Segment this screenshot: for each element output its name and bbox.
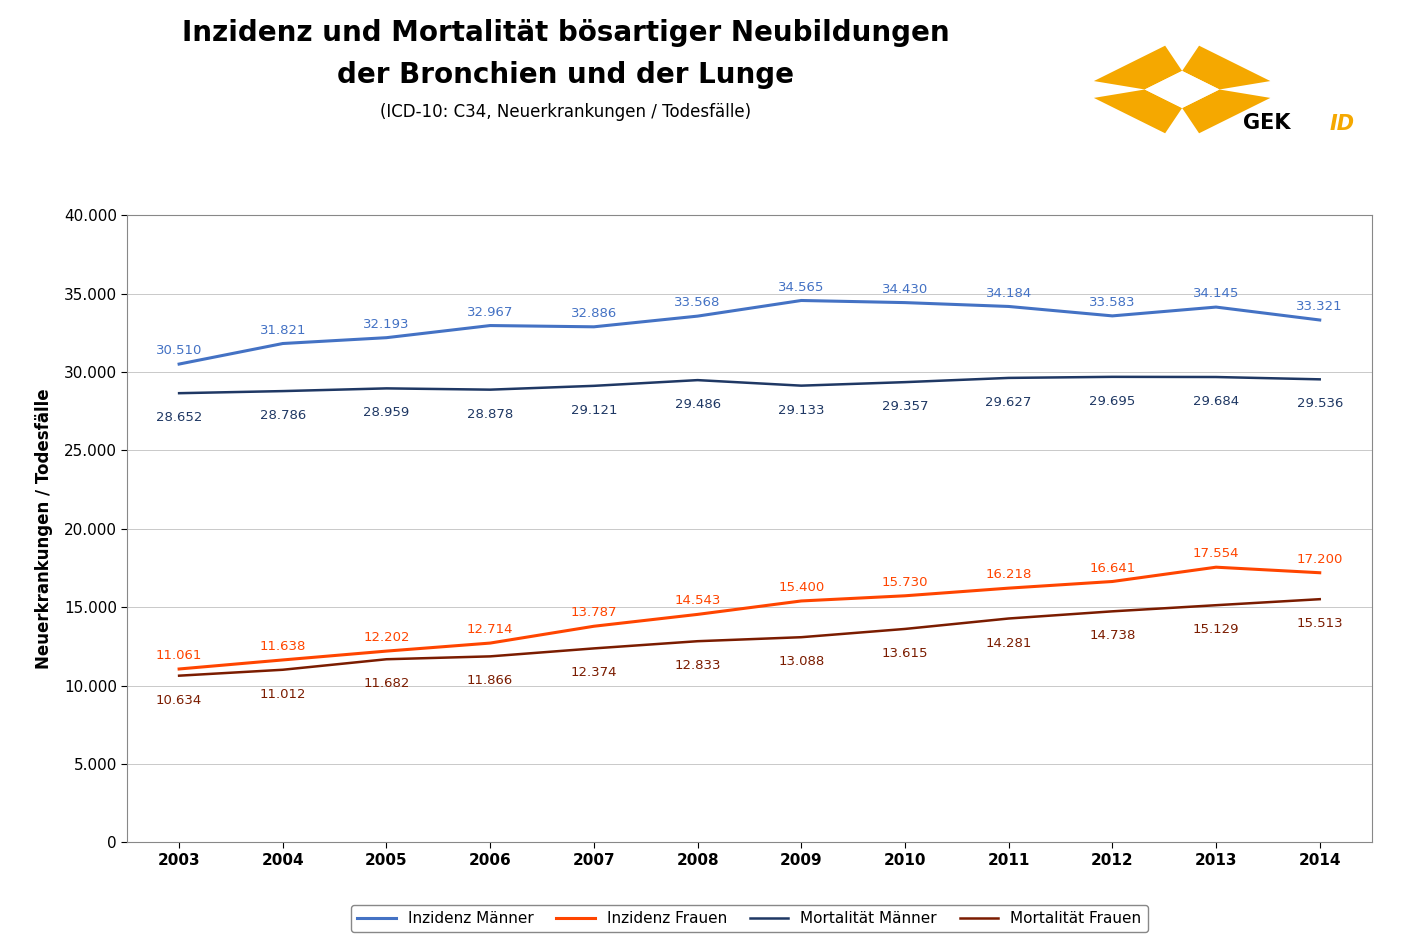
Text: 29.695: 29.695 <box>1089 395 1135 408</box>
Text: 16.641: 16.641 <box>1089 562 1135 575</box>
Text: GEK: GEK <box>1243 113 1291 133</box>
Text: 12.202: 12.202 <box>363 631 410 644</box>
Text: 34.145: 34.145 <box>1193 287 1239 300</box>
Text: 30.510: 30.510 <box>156 344 202 358</box>
Polygon shape <box>1182 46 1270 90</box>
Polygon shape <box>1094 90 1182 133</box>
Text: 34.430: 34.430 <box>882 283 928 296</box>
Text: 10.634: 10.634 <box>156 694 202 707</box>
Text: 34.184: 34.184 <box>986 286 1032 300</box>
Text: 16.218: 16.218 <box>986 568 1032 581</box>
Text: 13.088: 13.088 <box>778 655 824 668</box>
Text: 13.615: 13.615 <box>882 647 928 660</box>
Text: der Bronchien und der Lunge: der Bronchien und der Lunge <box>337 61 795 89</box>
Text: 28.652: 28.652 <box>156 411 202 424</box>
Text: 15.730: 15.730 <box>882 576 928 589</box>
Text: 28.878: 28.878 <box>467 408 513 420</box>
Text: 17.554: 17.554 <box>1193 548 1239 561</box>
Text: 12.833: 12.833 <box>674 659 721 672</box>
Polygon shape <box>1182 90 1270 133</box>
Text: 11.682: 11.682 <box>363 678 410 691</box>
Text: 14.738: 14.738 <box>1089 629 1135 642</box>
Text: 33.568: 33.568 <box>674 296 721 309</box>
Text: 29.121: 29.121 <box>571 404 617 417</box>
Text: 14.281: 14.281 <box>986 636 1032 650</box>
Text: 15.129: 15.129 <box>1193 623 1239 636</box>
Text: 12.714: 12.714 <box>467 623 513 636</box>
Text: 29.486: 29.486 <box>674 398 721 411</box>
Text: 33.583: 33.583 <box>1089 296 1135 309</box>
Text: 31.821: 31.821 <box>260 324 305 337</box>
Text: 28.786: 28.786 <box>260 409 305 422</box>
Text: Inzidenz und Mortalität bösartiger Neubildungen: Inzidenz und Mortalität bösartiger Neubi… <box>182 19 949 47</box>
Text: 29.684: 29.684 <box>1193 395 1239 408</box>
Text: (ICD-10: C34, Neuerkrankungen / Todesfälle): (ICD-10: C34, Neuerkrankungen / Todesfäl… <box>380 103 751 121</box>
Text: 15.400: 15.400 <box>778 581 824 594</box>
Text: 34.565: 34.565 <box>778 281 824 294</box>
Text: 29.627: 29.627 <box>986 396 1032 409</box>
Text: 14.543: 14.543 <box>674 594 721 607</box>
Text: 32.193: 32.193 <box>363 317 410 330</box>
Polygon shape <box>1094 46 1182 90</box>
Text: 28.959: 28.959 <box>363 406 410 419</box>
Legend: Inzidenz Männer, Inzidenz Frauen, Mortalität Männer, Mortalität Frauen: Inzidenz Männer, Inzidenz Frauen, Mortal… <box>351 905 1148 932</box>
Text: 11.012: 11.012 <box>260 688 305 701</box>
Polygon shape <box>1145 71 1219 108</box>
Text: 15.513: 15.513 <box>1297 617 1343 630</box>
Text: 11.638: 11.638 <box>260 640 305 653</box>
Text: 11.061: 11.061 <box>156 649 202 662</box>
Text: 11.866: 11.866 <box>467 675 513 687</box>
Text: 29.536: 29.536 <box>1297 398 1343 410</box>
Text: 12.374: 12.374 <box>571 666 617 680</box>
Text: 13.787: 13.787 <box>571 607 617 620</box>
Text: 29.133: 29.133 <box>778 403 824 417</box>
Text: ID: ID <box>1329 114 1355 134</box>
Text: 32.886: 32.886 <box>571 307 617 320</box>
Text: 33.321: 33.321 <box>1297 300 1343 313</box>
Y-axis label: Neuerkrankungen / Todesfälle: Neuerkrankungen / Todesfälle <box>34 388 52 669</box>
Text: 17.200: 17.200 <box>1297 553 1343 565</box>
Text: 32.967: 32.967 <box>467 305 513 318</box>
Text: 29.357: 29.357 <box>882 401 928 413</box>
